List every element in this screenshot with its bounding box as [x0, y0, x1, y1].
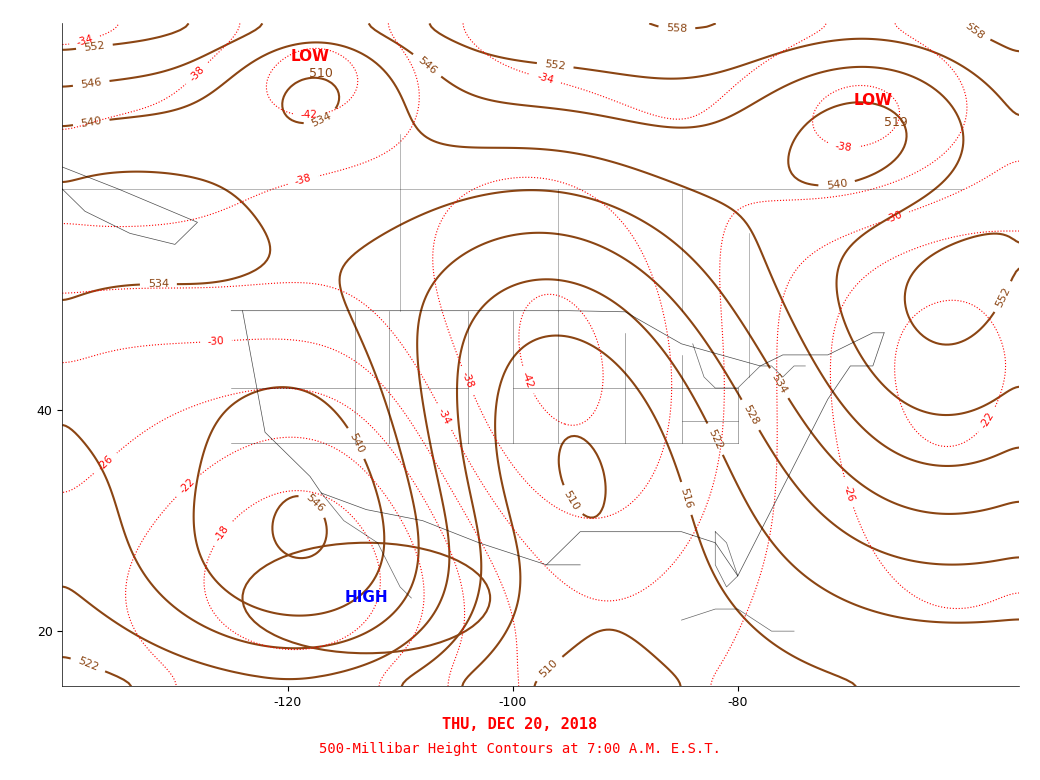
Text: -42: -42	[301, 110, 317, 120]
Text: 552: 552	[83, 41, 105, 53]
Text: -22: -22	[980, 410, 996, 430]
Text: 546: 546	[80, 77, 102, 90]
Text: 510: 510	[309, 66, 333, 80]
Text: THU, DEC 20, 2018: THU, DEC 20, 2018	[442, 718, 598, 732]
Text: 558: 558	[963, 20, 986, 41]
Text: 540: 540	[347, 431, 366, 455]
Text: LOW: LOW	[854, 94, 892, 108]
Text: -38: -38	[293, 173, 312, 187]
Text: LOW: LOW	[290, 49, 330, 64]
Text: 540: 540	[826, 179, 848, 191]
Text: -26: -26	[96, 454, 114, 473]
Text: 522: 522	[76, 656, 100, 673]
Text: -34: -34	[75, 34, 95, 48]
Text: 552: 552	[544, 59, 567, 72]
Text: -30: -30	[207, 336, 225, 347]
Text: 534: 534	[770, 371, 788, 395]
Text: -38: -38	[187, 64, 207, 83]
Text: 510: 510	[562, 489, 581, 512]
Text: 546: 546	[416, 55, 439, 76]
Text: -38: -38	[460, 370, 475, 390]
Text: -34: -34	[536, 72, 555, 86]
Text: -22: -22	[178, 477, 197, 495]
Text: 528: 528	[740, 403, 760, 427]
Text: -30: -30	[885, 210, 904, 225]
Text: 540: 540	[80, 115, 102, 129]
Text: 558: 558	[666, 23, 687, 34]
Text: -26: -26	[841, 484, 856, 502]
Text: 534: 534	[148, 279, 170, 289]
Text: 534: 534	[310, 111, 333, 129]
Text: 500-Millibar Height Contours at 7:00 A.M. E.S.T.: 500-Millibar Height Contours at 7:00 A.M…	[319, 742, 721, 756]
Text: -18: -18	[213, 523, 231, 543]
Text: HIGH: HIGH	[344, 590, 388, 605]
Text: 552: 552	[994, 285, 1012, 309]
Text: -34: -34	[436, 406, 452, 427]
Text: 510: 510	[538, 658, 560, 679]
Text: 546: 546	[304, 492, 326, 514]
Text: 522: 522	[706, 427, 724, 451]
Text: -42: -42	[520, 370, 535, 389]
Text: 519: 519	[884, 116, 907, 129]
Text: 516: 516	[679, 487, 694, 510]
Text: -38: -38	[834, 141, 852, 153]
